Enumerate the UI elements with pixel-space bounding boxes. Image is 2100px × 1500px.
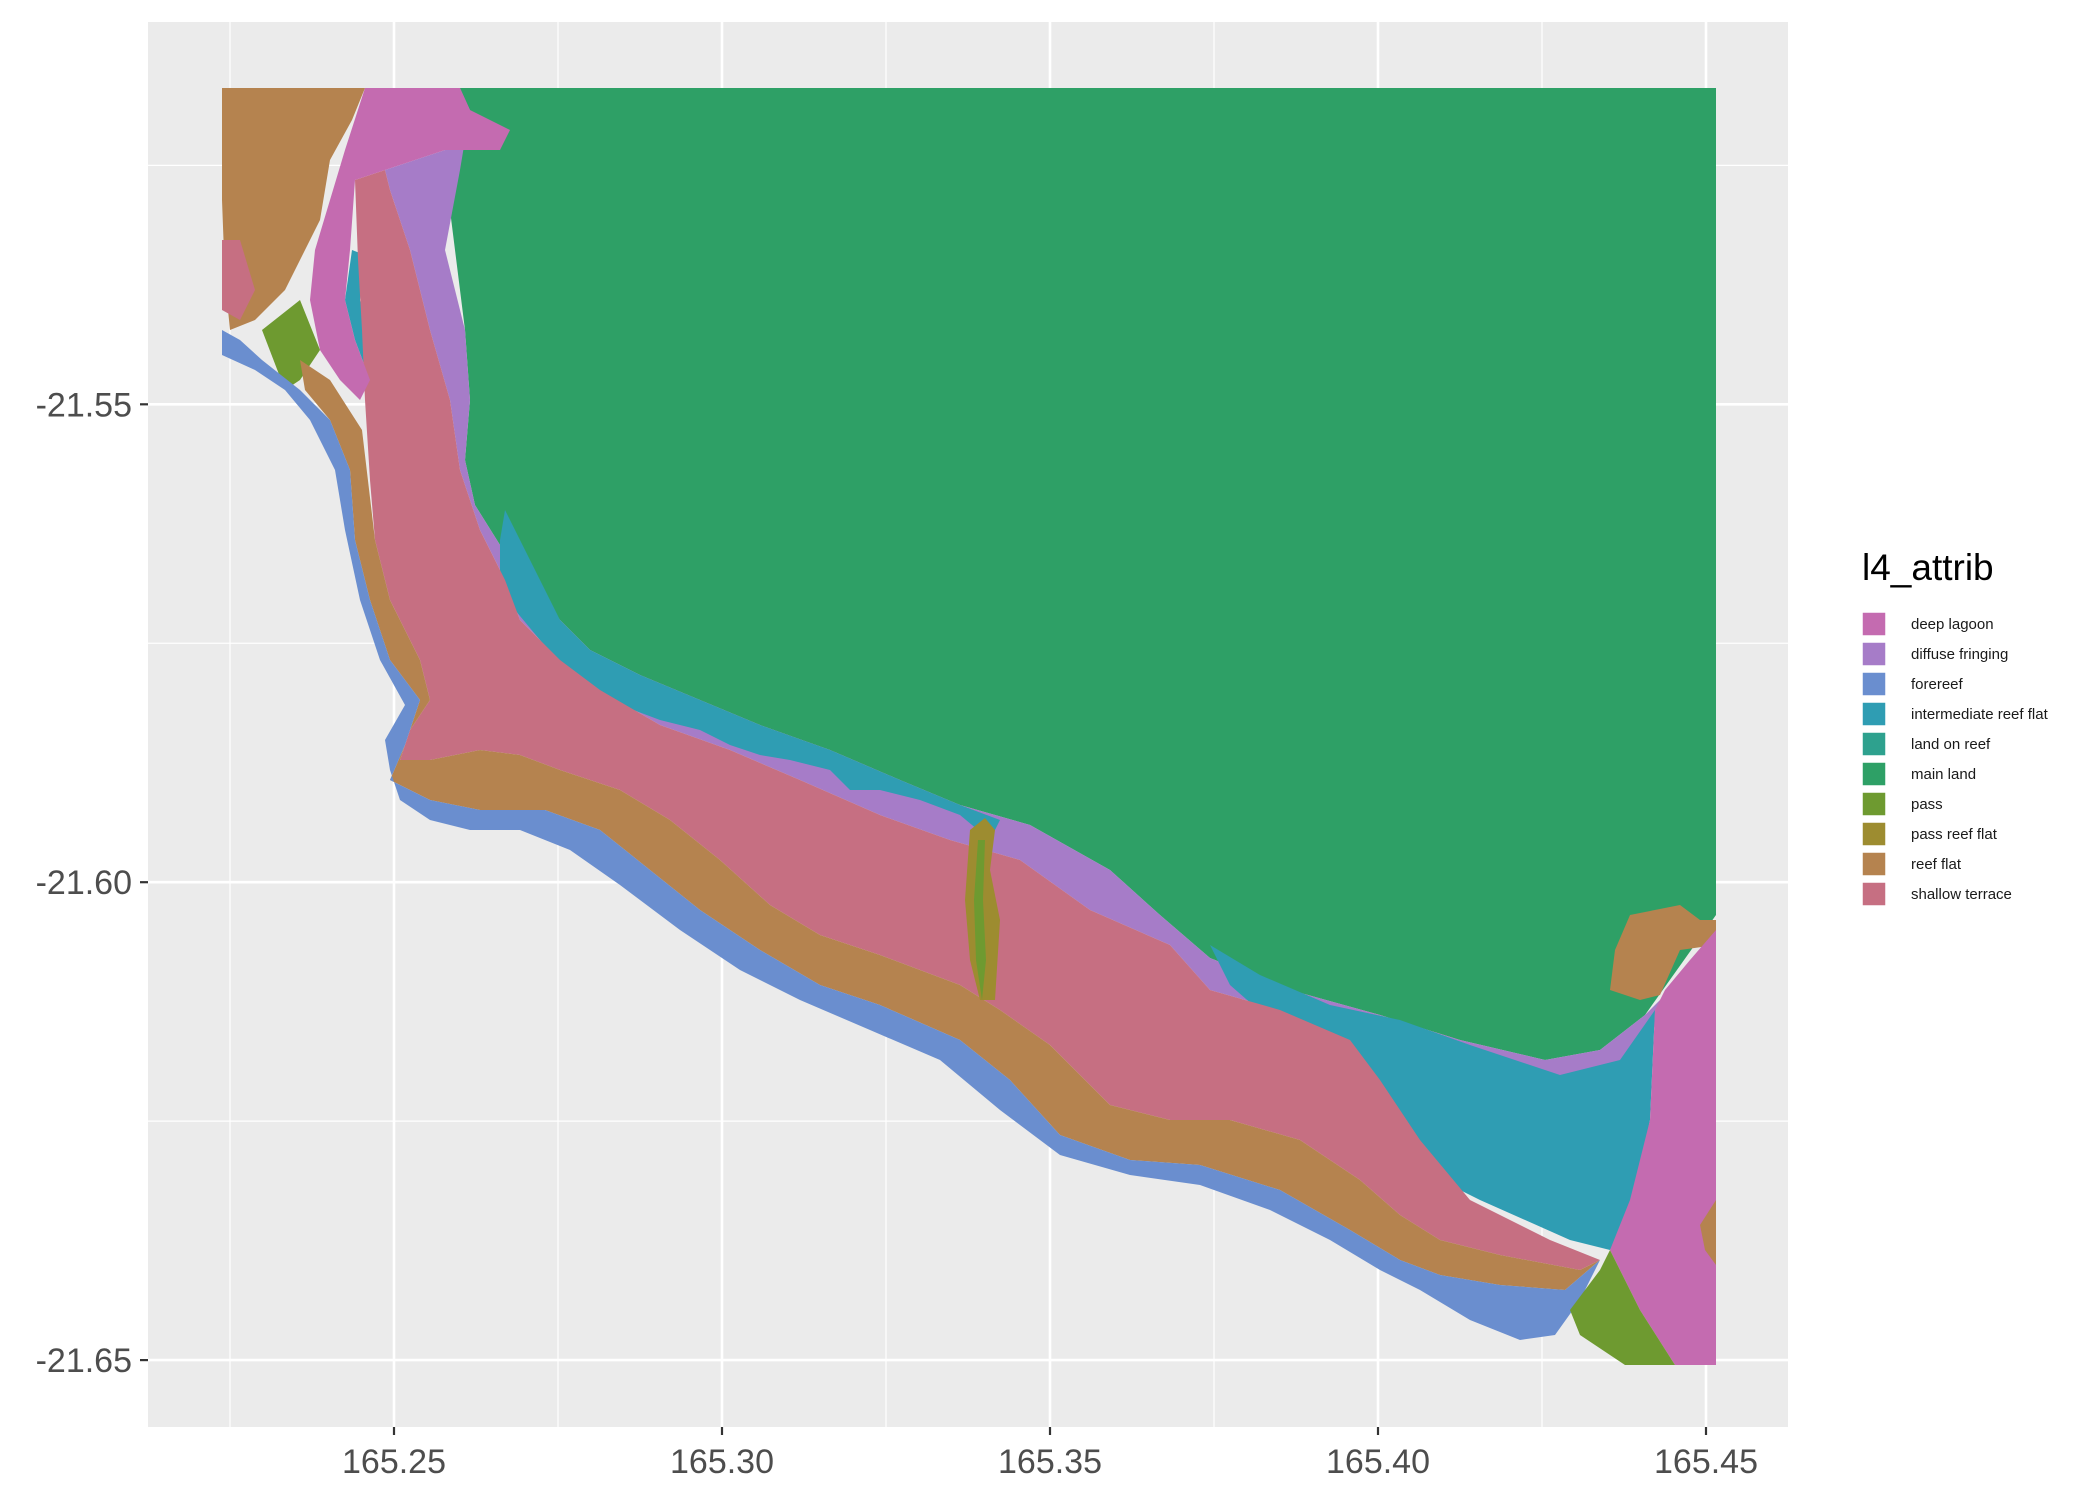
- y-axis: -21.55 -21.60 -21.65: [36, 386, 148, 1380]
- polygon-intermediate-reef-flat-central: [500, 510, 1000, 840]
- polygon-reef-flat-nw: [222, 88, 365, 330]
- y-tick-label: -21.55: [36, 386, 132, 424]
- legend-key: [1861, 851, 1887, 877]
- legend-key: [1861, 791, 1887, 817]
- x-tick-label: 165.40: [1326, 1443, 1430, 1481]
- map-polygons: [222, 88, 1716, 1365]
- polygon-deep-lagoon-nw: [310, 88, 510, 400]
- legend-items: deep lagoon diffuse fringing forereef inter…: [1861, 611, 2049, 907]
- legend-label: pass: [1911, 796, 1943, 813]
- polygon-main-land: [445, 88, 1716, 1060]
- y-tick-label: -21.65: [36, 1342, 132, 1380]
- x-tick-label: 165.45: [1654, 1443, 1758, 1481]
- legend-key: [1861, 731, 1887, 757]
- polygon-reef-flat-se: [1610, 905, 1716, 1000]
- polygon-pass-se: [1570, 1250, 1675, 1365]
- x-axis: 165.25 165.30 165.35 165.40 165.45: [342, 1427, 1758, 1481]
- legend: l4_attrib deep lagoon diffuse fringing for…: [1861, 547, 2049, 907]
- polygon-shallow-terrace-nw: [222, 240, 255, 320]
- polygon-shallow-terrace: [355, 170, 1600, 1270]
- legend-key: [1861, 761, 1887, 787]
- legend-label: forereef: [1911, 676, 1964, 693]
- y-tick-label: -21.60: [36, 864, 132, 902]
- legend-key: [1861, 671, 1887, 697]
- polygon-deep-lagoon-se: [1610, 930, 1716, 1365]
- x-tick-label: 165.35: [998, 1443, 1102, 1481]
- x-tick-label: 165.30: [670, 1443, 774, 1481]
- legend-label: intermediate reef flat: [1911, 706, 2049, 723]
- legend-label: reef flat: [1911, 856, 1962, 873]
- legend-key: [1861, 701, 1887, 727]
- legend-label: diffuse fringing: [1911, 646, 2008, 663]
- polygon-intermediate-reef-flat-east: [1210, 945, 1655, 1250]
- legend-label: main land: [1911, 766, 1976, 783]
- legend-key: [1861, 611, 1887, 637]
- polygon-pass-central: [974, 840, 986, 1000]
- legend-label: land on reef: [1911, 736, 1991, 753]
- legend-label: deep lagoon: [1911, 616, 1994, 633]
- polygon-reef-flat-se-edge: [1700, 1200, 1716, 1265]
- legend-label: shallow terrace: [1911, 886, 2012, 903]
- legend-key: [1861, 641, 1887, 667]
- legend-title: l4_attrib: [1862, 547, 1994, 588]
- legend-label: pass reef flat: [1911, 826, 1998, 843]
- legend-key: [1861, 881, 1887, 907]
- x-tick-label: 165.25: [342, 1443, 446, 1481]
- legend-key: [1861, 821, 1887, 847]
